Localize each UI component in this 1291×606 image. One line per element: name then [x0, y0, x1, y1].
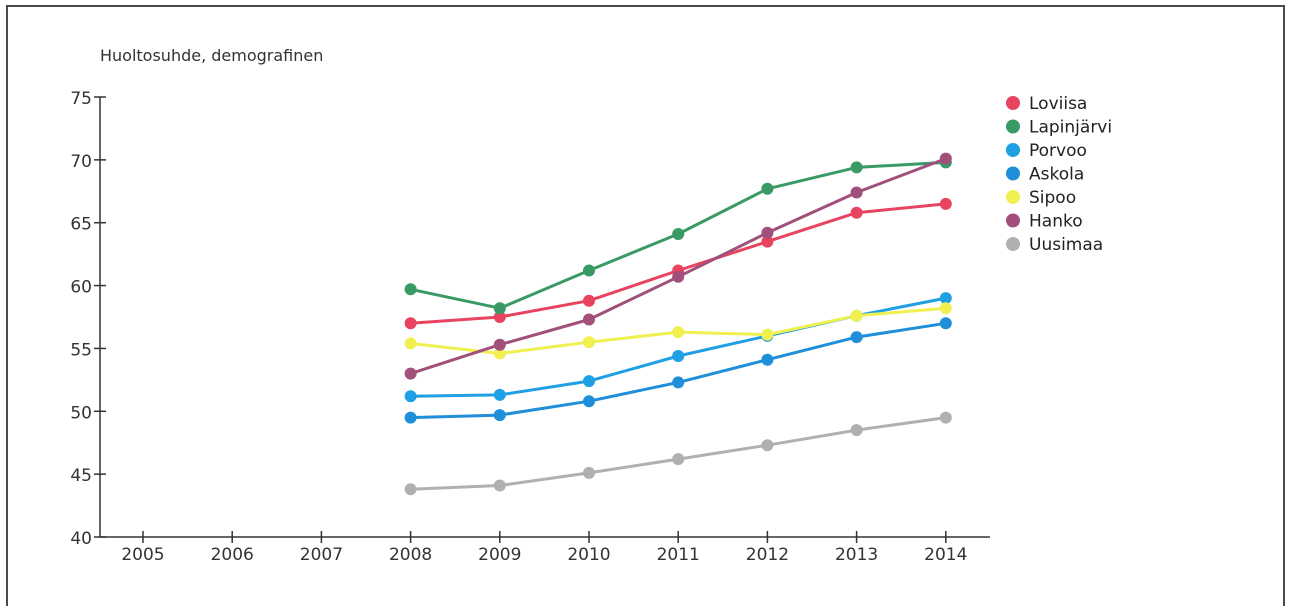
y-tick-label: 60 [70, 278, 92, 298]
data-point [850, 206, 863, 219]
y-tick-label: 45 [70, 466, 92, 486]
series-uusimaa [404, 411, 952, 496]
data-point [939, 302, 952, 315]
data-point [672, 228, 685, 240]
data-point [939, 292, 952, 305]
data-point [404, 367, 417, 380]
legend-marker [1006, 166, 1020, 181]
series-loviisa [404, 197, 952, 330]
data-point [583, 466, 595, 479]
data-point [583, 294, 595, 307]
legend-item: Loviisa [1006, 94, 1087, 114]
x-tick-label: 2011 [657, 545, 700, 565]
chart-title: Huoltosuhde, demografinen [100, 46, 323, 65]
legend-item: Sipoo [1006, 188, 1076, 208]
chart-series [404, 152, 952, 496]
y-tick-label: 70 [70, 152, 92, 172]
data-point [939, 152, 952, 165]
data-point [583, 375, 595, 388]
legend-item: Porvoo [1006, 141, 1087, 161]
data-point [761, 182, 774, 195]
data-point [583, 395, 595, 408]
x-tick-label: 2013 [835, 545, 878, 565]
series-lapinj-rvi [404, 156, 952, 315]
data-point [850, 161, 863, 174]
data-point [404, 390, 417, 403]
legend-item: Lapinjärvi [1006, 118, 1112, 138]
data-point [672, 350, 685, 362]
data-point [939, 197, 952, 210]
x-tick-label: 2010 [567, 545, 610, 565]
chart-frame [6, 5, 1285, 606]
data-point [404, 283, 417, 296]
data-point [850, 331, 863, 344]
x-tick-label: 2006 [211, 545, 254, 565]
data-point [672, 376, 685, 389]
x-tick-label: 2009 [478, 545, 521, 565]
data-point [404, 411, 417, 424]
series-sipoo [404, 302, 952, 360]
data-point [850, 309, 863, 322]
legend-label: Askola [1029, 165, 1084, 185]
data-point [493, 302, 506, 315]
data-point [761, 328, 774, 341]
legend-marker [1006, 213, 1020, 228]
legend-item: Hanko [1006, 212, 1083, 232]
data-point [493, 311, 506, 323]
data-point [850, 424, 863, 437]
x-tick-label: 2014 [924, 545, 967, 565]
data-point [672, 453, 685, 466]
chart-axes: 40 45 50 55 60 65 70 75 2005 2006 2007 2008 2009 2010… [70, 89, 990, 565]
data-point [404, 317, 417, 330]
data-point [493, 338, 506, 351]
legend-marker [1006, 96, 1020, 110]
data-point [761, 226, 774, 239]
y-tick-label: 40 [70, 529, 92, 549]
data-point [493, 347, 506, 360]
y-tick-label: 65 [70, 215, 92, 235]
legend-label: Sipoo [1029, 188, 1076, 208]
legend-marker [1006, 143, 1020, 157]
x-tick-label: 2012 [746, 545, 789, 565]
data-point [404, 483, 417, 496]
data-point [583, 336, 595, 349]
legend-item: Askola [1006, 165, 1084, 185]
legend-item: Uusimaa [1006, 235, 1103, 255]
data-point [672, 326, 685, 339]
data-point [939, 317, 952, 330]
x-tick-label: 2008 [389, 545, 432, 565]
legend-marker [1006, 237, 1020, 251]
data-point [761, 439, 774, 452]
data-point [493, 388, 506, 401]
data-point [939, 411, 952, 424]
legend-marker [1006, 190, 1020, 204]
x-tick-label: 2007 [300, 545, 343, 565]
legend-label: Loviisa [1029, 94, 1087, 114]
y-tick-label: 55 [70, 340, 92, 360]
data-point [493, 479, 506, 492]
data-point [761, 235, 774, 248]
y-tick-label: 75 [70, 89, 92, 109]
chart-legend: Loviisa Lapinjärvi Porvoo Askola Sipoo Hanko U… [1006, 94, 1112, 255]
legend-label: Uusimaa [1029, 235, 1103, 255]
y-tick-label: 50 [70, 403, 92, 423]
data-point [583, 313, 595, 326]
data-point [672, 270, 685, 283]
data-point [761, 353, 774, 366]
x-tick-label: 2005 [121, 545, 164, 565]
legend-label: Hanko [1029, 212, 1083, 232]
series-askola [404, 317, 952, 424]
legend-label: Porvoo [1029, 141, 1087, 161]
data-point [850, 186, 863, 199]
series-hanko [404, 152, 952, 380]
data-point [404, 337, 417, 350]
data-point [583, 264, 595, 277]
legend-label: Lapinjärvi [1029, 118, 1112, 138]
legend-marker [1006, 119, 1020, 134]
data-point [493, 409, 506, 422]
